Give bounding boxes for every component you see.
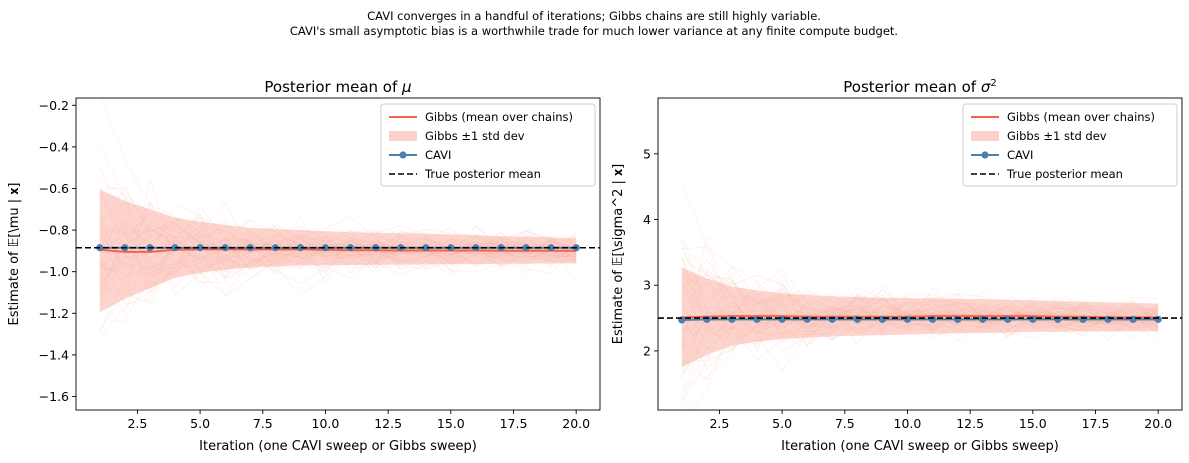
y-axis-label: Estimate of 𝔼[\sigma^2 | 𝐱] — [611, 164, 626, 344]
legend: Gibbs (mean over chains) Gibbs ±1 std dev… — [962, 103, 1178, 187]
cavi-point — [853, 315, 861, 323]
y-tick-label: −0.2 — [39, 98, 69, 113]
y-tick-label: −1.2 — [39, 306, 69, 321]
y-tick-label: 3 — [643, 278, 651, 293]
cavi-point — [954, 315, 962, 323]
x-tick-label: 17.5 — [500, 416, 528, 431]
chart-title-text: Posterior mean of — [843, 78, 981, 96]
cavi-point — [728, 315, 736, 323]
cavi-point — [778, 315, 786, 323]
x-tick-label: 20.0 — [562, 416, 590, 431]
cavi-point — [1054, 315, 1062, 323]
x-tick-label: 10.0 — [312, 416, 340, 431]
y-tick-label: −0.8 — [39, 223, 69, 238]
suptitle-line-1: CAVI converges in a handful of iteration… — [367, 9, 821, 23]
cavi-line — [681, 318, 1159, 321]
x-tick-label: 12.5 — [374, 416, 402, 431]
cavi-point — [803, 315, 811, 323]
legend-swatch-gibbs-band — [971, 131, 999, 141]
x-tick-label: 10.0 — [894, 416, 922, 431]
gibbs-chain-line — [99, 234, 577, 300]
y-tick-label: −0.4 — [39, 139, 69, 154]
x-axis-label: Iteration (one CAVI sweep or Gibbs sweep… — [199, 439, 477, 454]
chart-title-text: Posterior mean of — [264, 78, 402, 96]
y-tick-label: −0.6 — [39, 181, 69, 196]
cavi-point — [703, 315, 711, 323]
x-tick-label: 5.0 — [190, 416, 210, 431]
plot-area — [678, 180, 1162, 410]
legend-swatch-cavi-marker — [399, 151, 407, 159]
chart-title-symbol: μ — [401, 78, 412, 96]
axes-frame — [75, 97, 601, 411]
cavi-point — [753, 315, 761, 323]
legend-label: CAVI — [425, 148, 451, 162]
x-tick-label: 2.5 — [127, 416, 147, 431]
chart-panel-2: 2.5 5.0 7.5 10.0 12.5 15.0 17.5 20.0 2 3 4 5 Posteri… — [611, 78, 1183, 454]
y-axis-label: Estimate of 𝔼[\mu | 𝐱] — [7, 183, 22, 326]
gibbs-mean-line — [681, 315, 1159, 319]
y-tick-label: −1.6 — [39, 389, 69, 404]
legend-label: CAVI — [1007, 148, 1033, 162]
cavi-point — [1154, 315, 1162, 323]
y-tick-label: 4 — [643, 212, 651, 227]
cavi-point — [296, 244, 304, 252]
suptitle-line-2: CAVI's small asymptotic bias is a worthw… — [290, 24, 898, 38]
legend-label: True posterior mean — [424, 167, 541, 181]
chart-title: Posterior mean of μ — [264, 78, 411, 96]
cavi-point — [422, 244, 430, 252]
gibbs-mean-line — [99, 248, 577, 253]
legend-swatch-gibbs-band — [389, 131, 417, 141]
axes-frame — [657, 97, 1183, 411]
legend-label: True posterior mean — [1006, 167, 1123, 181]
legend-box — [380, 103, 596, 187]
legend-swatch-cavi-marker — [981, 151, 989, 159]
y-tick-label: −1.4 — [39, 347, 69, 362]
legend-label: Gibbs (mean over chains) — [1007, 110, 1155, 124]
cavi-point — [1104, 315, 1112, 323]
cavi-point — [1129, 315, 1137, 323]
x-axis-label: Iteration (one CAVI sweep or Gibbs sweep… — [781, 439, 1059, 454]
cavi-point — [979, 315, 987, 323]
chart-title-superscript: 2 — [990, 78, 996, 89]
cavi-point — [196, 244, 204, 252]
x-tick-label: 5.0 — [772, 416, 792, 431]
x-tick-label: 7.5 — [835, 416, 855, 431]
cavi-point — [928, 315, 937, 323]
cavi-point — [903, 315, 912, 323]
x-tick-label: 17.5 — [1082, 416, 1110, 431]
plot-area — [96, 98, 580, 339]
cavi-point — [321, 244, 330, 252]
y-tick-label: 5 — [643, 146, 651, 161]
legend-label: Gibbs ±1 std dev — [425, 129, 525, 143]
x-tick-label: 12.5 — [956, 416, 984, 431]
x-tick-label: 7.5 — [253, 416, 273, 431]
chart-title-symbol: σ — [981, 78, 991, 96]
cavi-point — [878, 315, 886, 323]
y-tick-label: 2 — [643, 343, 651, 358]
legend-label: Gibbs (mean over chains) — [425, 110, 573, 124]
cavi-point — [1029, 315, 1037, 323]
legend: Gibbs (mean over chains) Gibbs ±1 std dev… — [380, 103, 596, 187]
chart-panel-1: 2.5 5.0 7.5 10.0 12.5 15.0 17.5 20.0 −1.6 −1.4 −1.… — [7, 78, 601, 454]
cavi-point — [828, 315, 836, 323]
chart-title: Posterior mean of σ2 — [843, 78, 996, 96]
x-tick-label: 15.0 — [1019, 416, 1047, 431]
cavi-point — [547, 244, 555, 252]
x-tick-label: 2.5 — [709, 416, 729, 431]
x-tick-label: 20.0 — [1144, 416, 1172, 431]
legend-box — [962, 103, 1178, 187]
legend-label: Gibbs ±1 std dev — [1007, 129, 1107, 143]
x-tick-label: 15.0 — [437, 416, 465, 431]
cavi-point — [1079, 315, 1087, 323]
cavi-point — [1004, 315, 1012, 323]
y-tick-label: −1.0 — [39, 264, 69, 279]
